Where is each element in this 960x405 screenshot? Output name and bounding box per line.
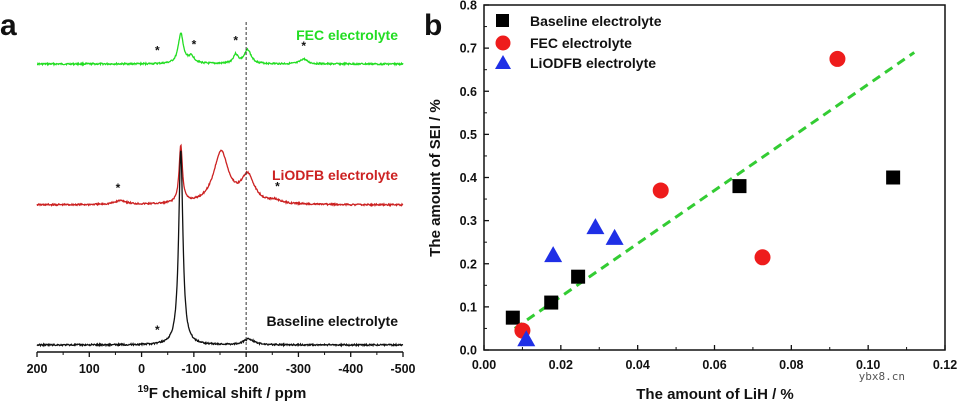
sideband-star: * xyxy=(301,39,306,53)
x-tick-label: 200 xyxy=(27,362,48,376)
y-tick-label: 0.2 xyxy=(460,257,477,271)
x-tick-label: 0.08 xyxy=(779,358,803,372)
y-tick-label: 0.0 xyxy=(460,344,477,358)
y-tick-label: 0.7 xyxy=(460,42,477,56)
x-tick-label: 100 xyxy=(79,362,100,376)
x-tick-label: 0.00 xyxy=(472,358,496,372)
point-fec xyxy=(754,249,771,266)
trace-label-liodfb: LiODFB electrolyte xyxy=(272,167,398,183)
x-tick-label: -200 xyxy=(234,362,259,376)
panel-a-label: a xyxy=(0,9,17,42)
panel-a-x-ticks: 200 100 0 -100 -200 -300 -400 -500 xyxy=(27,352,416,376)
sideband-star: * xyxy=(155,323,160,337)
trace-label-baseline: Baseline electrolyte xyxy=(266,313,398,329)
point-baseline xyxy=(571,269,586,284)
point-baseline xyxy=(544,295,559,310)
x-tick-label: -400 xyxy=(338,362,363,376)
legend: Baseline electrolyte FEC electrolyte LiO… xyxy=(495,13,662,71)
y-tick-label: 0.5 xyxy=(460,128,477,142)
legend-marker-baseline xyxy=(496,14,509,27)
point-baseline xyxy=(886,170,901,185)
legend-marker-liodfb xyxy=(495,55,511,69)
scatter-points xyxy=(505,50,901,347)
legend-marker-fec xyxy=(495,35,511,51)
nmr-trace-baseline xyxy=(36,150,404,348)
point-liodfb xyxy=(605,228,624,245)
x-tick-label: -500 xyxy=(390,362,415,376)
sideband-star: * xyxy=(155,43,160,57)
panel-b: b 0.00 0.02 0.04 0.06 0.08 0.10 0.12 0.0 0.1 0.2… xyxy=(424,0,957,403)
sideband-markers: * * * * * * * xyxy=(116,33,307,336)
x-tick-label: 0.02 xyxy=(549,358,573,372)
y-tick-label: 0.4 xyxy=(460,171,477,185)
sideband-star: * xyxy=(116,181,121,195)
point-fec xyxy=(829,50,846,67)
point-liodfb xyxy=(517,330,536,347)
sideband-star: * xyxy=(192,38,197,52)
y-tick-label: 0.1 xyxy=(460,300,477,314)
point-fec xyxy=(652,182,669,199)
panel-b-y-axis-label: The amount of SEI / % xyxy=(427,99,444,257)
x-tick-label: -100 xyxy=(181,362,206,376)
watermark: ybx8.cn xyxy=(859,370,905,383)
point-liodfb xyxy=(586,218,605,235)
point-baseline xyxy=(732,179,747,194)
x-label-superscript: 19 xyxy=(138,384,150,395)
panel-a: a * * * * * * * FEC electrolyte LiODFB electro… xyxy=(0,9,416,402)
x-tick-label: 0.04 xyxy=(625,358,649,372)
nmr-trace-liodfb xyxy=(36,143,404,208)
nmr-traces xyxy=(36,32,404,348)
legend-entry-fec: FEC electrolyte xyxy=(530,35,632,51)
sideband-star: * xyxy=(233,33,238,47)
point-liodfb xyxy=(544,246,563,263)
fit-dashed-line xyxy=(513,51,916,330)
nmr-trace-fec xyxy=(36,32,404,67)
x-tick-label: 0.06 xyxy=(702,358,726,372)
x-tick-label: 0 xyxy=(138,362,145,376)
point-baseline xyxy=(505,310,520,325)
panel-b-x-ticks: 0.00 0.02 0.04 0.06 0.08 0.10 0.12 xyxy=(472,345,957,372)
legend-entry-baseline: Baseline electrolyte xyxy=(530,13,662,29)
trace-label-fec: FEC electrolyte xyxy=(296,27,398,43)
x-label-text: F chemical shift / ppm xyxy=(149,385,307,402)
x-tick-label: 0.10 xyxy=(856,358,880,372)
y-tick-label: 0.8 xyxy=(460,0,477,13)
sideband-star: * xyxy=(275,179,280,193)
legend-entry-liodfb: LiODFB electrolyte xyxy=(530,55,656,71)
x-tick-label: 0.12 xyxy=(933,358,957,372)
panel-a-x-axis-label: 19F chemical shift / ppm xyxy=(138,384,307,402)
panel-b-y-ticks: 0.0 0.1 0.2 0.3 0.4 0.5 0.6 0.7 0.8 xyxy=(460,0,489,358)
y-tick-label: 0.6 xyxy=(460,85,477,99)
y-tick-label: 0.3 xyxy=(460,214,477,228)
x-tick-label: -300 xyxy=(286,362,311,376)
panel-b-label: b xyxy=(424,9,442,42)
panel-b-x-axis-label: The amount of LiH / % xyxy=(636,386,794,403)
